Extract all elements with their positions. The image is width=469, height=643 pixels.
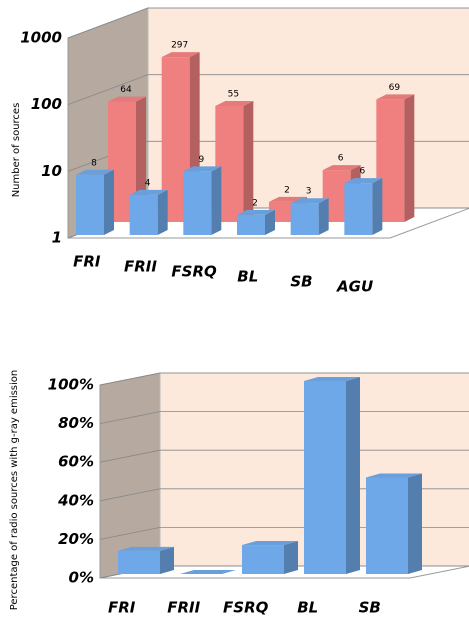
bar-top bbox=[108, 96, 146, 102]
value-label: 9 bbox=[198, 155, 204, 165]
bar-side bbox=[318, 198, 329, 235]
y-tick-label: 10 bbox=[41, 162, 62, 180]
x-tick-label: FSRQ bbox=[223, 599, 269, 617]
y-tick-label: 100 bbox=[31, 95, 62, 113]
bar-side bbox=[408, 473, 422, 574]
bar-top bbox=[366, 473, 422, 478]
value-label: 2 bbox=[252, 198, 258, 208]
bar-top bbox=[215, 100, 254, 106]
bar-front bbox=[242, 545, 284, 574]
bar-front bbox=[290, 203, 319, 235]
y-axis-label: Percentage of radio sources with g-ray e… bbox=[9, 370, 20, 611]
x-tick-label: AGU bbox=[336, 278, 373, 296]
bar-top bbox=[129, 189, 168, 195]
grid-line bbox=[67, 7, 469, 39]
bar-front bbox=[118, 550, 160, 574]
value-label: 6 bbox=[338, 154, 344, 164]
bar-side bbox=[284, 541, 298, 574]
value-label: 2 bbox=[284, 185, 290, 195]
bar-side bbox=[211, 166, 222, 235]
x-tick-label: BL bbox=[237, 268, 258, 286]
y-tick-label: 100% bbox=[48, 376, 94, 394]
value-label: 6 bbox=[359, 167, 365, 177]
bar-top bbox=[322, 165, 361, 171]
bar-top bbox=[161, 52, 200, 58]
x-tick-label: SB bbox=[359, 599, 381, 617]
bar-side bbox=[160, 546, 174, 574]
bar-side bbox=[243, 100, 254, 222]
bar-front bbox=[344, 183, 373, 235]
y-tick-label: 0% bbox=[69, 569, 94, 587]
y-tick-label: 1000 bbox=[20, 29, 62, 47]
x-tick-label: FRI bbox=[108, 599, 136, 617]
grid-line bbox=[67, 74, 469, 106]
bar-side bbox=[157, 189, 168, 235]
bar-top bbox=[183, 166, 222, 172]
y-tick-label: 60% bbox=[58, 453, 94, 471]
grid-line bbox=[67, 140, 469, 172]
bar-side bbox=[104, 169, 114, 235]
bar-top bbox=[180, 570, 236, 574]
grid-line bbox=[99, 372, 469, 386]
y-tick-label: 20% bbox=[58, 530, 94, 548]
bar-front bbox=[129, 194, 158, 235]
bar-side bbox=[372, 178, 383, 235]
bar-side bbox=[265, 209, 275, 235]
y-tick-label: 40% bbox=[57, 491, 94, 509]
value-label: 297 bbox=[171, 41, 188, 51]
x-tick-label: FRII bbox=[167, 599, 200, 617]
bar-top bbox=[242, 541, 298, 546]
x-tick-label: FRII bbox=[124, 258, 157, 276]
grid-line bbox=[99, 449, 469, 463]
value-label: 64 bbox=[120, 85, 132, 95]
x-tick-label: BL bbox=[297, 599, 318, 617]
x-tick-label: FSRQ bbox=[171, 263, 217, 281]
bar-top bbox=[290, 198, 329, 204]
bar-top bbox=[304, 377, 360, 381]
bar-front bbox=[304, 381, 346, 574]
bar-top bbox=[118, 546, 174, 551]
y-tick-label: 1 bbox=[52, 229, 62, 247]
value-label: 4 bbox=[145, 178, 151, 188]
bar-front bbox=[183, 171, 212, 235]
y-tick-label: 80% bbox=[58, 414, 94, 432]
bar-front bbox=[237, 214, 265, 235]
bar-front bbox=[76, 174, 104, 235]
bar-top bbox=[344, 178, 383, 184]
bar-top bbox=[376, 94, 415, 100]
bar-top bbox=[76, 169, 114, 175]
value-label: 69 bbox=[389, 83, 401, 93]
bar-front bbox=[366, 477, 408, 574]
y-axis-label: Number of sources bbox=[11, 103, 22, 198]
value-label: 55 bbox=[228, 89, 239, 99]
value-label: 8 bbox=[91, 158, 97, 168]
x-tick-label: FRI bbox=[73, 253, 101, 271]
value-label: 3 bbox=[306, 187, 312, 197]
bar-side bbox=[404, 94, 415, 222]
bar-front bbox=[269, 201, 297, 222]
bar-side bbox=[346, 377, 360, 574]
x-tick-label: SB bbox=[290, 273, 312, 291]
bar-top bbox=[237, 209, 275, 215]
grid-line bbox=[99, 411, 469, 424]
